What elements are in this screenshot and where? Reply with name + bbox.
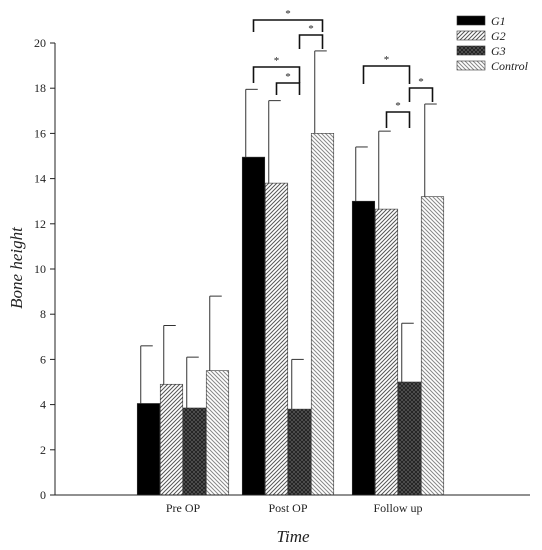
significance-star: * bbox=[418, 76, 424, 88]
significance-bracket bbox=[252, 66, 301, 83]
y-tick-label: 14 bbox=[34, 172, 46, 186]
bar-g2-follow-up bbox=[374, 208, 399, 496]
bar-g3-follow-up bbox=[397, 381, 422, 496]
significance-star: * bbox=[285, 71, 291, 83]
significance-star: * bbox=[308, 23, 314, 35]
y-tick-label: 20 bbox=[34, 36, 46, 50]
significance-star: * bbox=[274, 55, 280, 67]
significance-bracket bbox=[252, 19, 324, 32]
y-tick-label: 18 bbox=[34, 81, 46, 95]
legend-swatch-control bbox=[456, 60, 486, 71]
y-tick-label: 4 bbox=[40, 398, 46, 412]
bar-control-pre-op bbox=[205, 370, 230, 496]
significance-bracket bbox=[385, 111, 411, 128]
bar-g3-post-op bbox=[287, 408, 312, 496]
y-tick-label: 10 bbox=[34, 262, 46, 276]
significance-star: * bbox=[395, 100, 401, 112]
legend-swatch-g3 bbox=[456, 45, 486, 56]
significance-bracket bbox=[275, 82, 301, 95]
y-tick-label: 12 bbox=[34, 217, 46, 231]
x-axis-title: Time bbox=[276, 527, 310, 546]
bar-g2-pre-op bbox=[159, 383, 184, 496]
legend-label-g1: G1 bbox=[491, 14, 506, 28]
bars bbox=[136, 133, 445, 496]
x-ticks: Pre OP Post OP Follow up bbox=[166, 501, 423, 515]
x-tick-label: Pre OP bbox=[166, 501, 201, 515]
y-tick-label: 6 bbox=[40, 352, 46, 366]
legend-swatch-g1 bbox=[456, 15, 486, 26]
bar-g1-pre-op bbox=[136, 403, 161, 496]
y-tick-label: 16 bbox=[34, 126, 46, 140]
bar-g2-post-op bbox=[264, 182, 289, 496]
y-axis-title: Bone height bbox=[7, 226, 26, 309]
y-ticks: 0 2 4 6 8 10 12 14 16 18 20 bbox=[34, 36, 55, 502]
y-tick-label: 2 bbox=[40, 443, 46, 457]
x-tick-label: Post OP bbox=[268, 501, 307, 515]
y-tick-label: 0 bbox=[40, 488, 46, 502]
bar-g3-pre-op bbox=[182, 407, 207, 496]
significance-bracket bbox=[362, 65, 411, 84]
y-tick-label: 8 bbox=[40, 307, 46, 321]
significance-star: * bbox=[384, 54, 390, 66]
bar-g1-follow-up bbox=[351, 200, 376, 496]
bar-control-post-op bbox=[310, 133, 335, 496]
legend-label-control: Control bbox=[491, 59, 529, 73]
error-bars bbox=[140, 50, 437, 410]
significance-bracket bbox=[298, 34, 324, 49]
significance-star: * bbox=[285, 8, 291, 20]
x-tick-label: Follow up bbox=[373, 501, 422, 515]
legend-label-g3: G3 bbox=[491, 44, 506, 58]
legend-label-g2: G2 bbox=[491, 29, 506, 43]
bar-g1-post-op bbox=[241, 156, 266, 496]
legend-swatch-g2 bbox=[456, 30, 486, 41]
significance-bracket bbox=[408, 87, 434, 102]
significance-brackets: * * * * * * * bbox=[252, 8, 434, 128]
bar-control-follow-up bbox=[420, 196, 445, 496]
